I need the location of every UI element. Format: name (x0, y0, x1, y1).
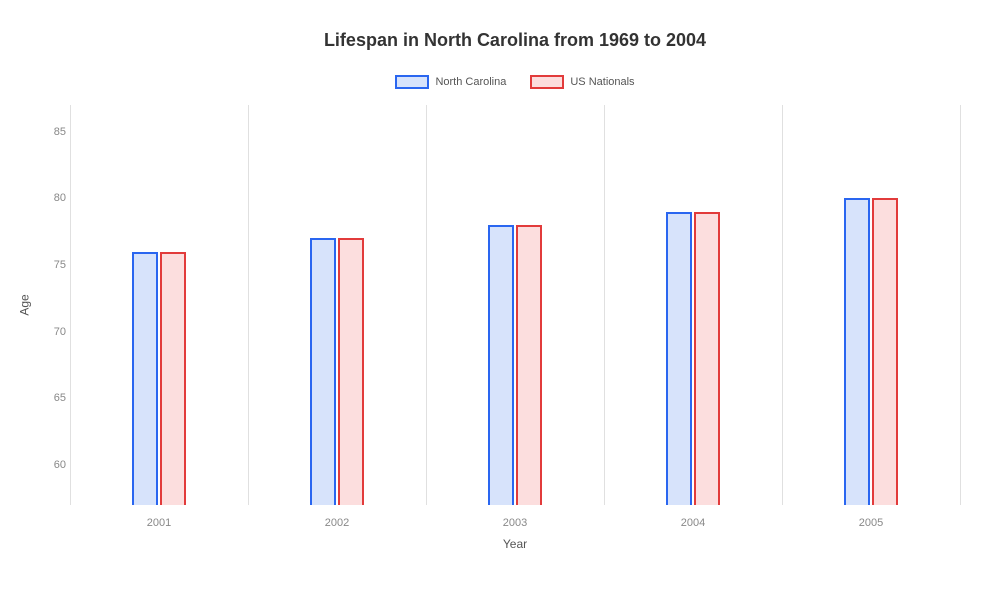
legend-item-us: US Nationals (530, 75, 634, 89)
legend-label-nc: North Carolina (435, 76, 506, 88)
grid-line (960, 105, 961, 505)
bar (666, 212, 692, 505)
plot-area: Age Year 606570758085 200120022003200420… (70, 105, 960, 505)
y-axis: 60 65 70 75 80 85 (26, 105, 66, 505)
bar (872, 198, 898, 505)
legend-label-us: US Nationals (570, 76, 634, 88)
y-tick: 70 (26, 326, 66, 338)
legend-swatch-nc (395, 75, 429, 89)
x-tick: 2005 (859, 517, 883, 529)
legend-swatch-us (530, 75, 564, 89)
y-tick: 65 (26, 392, 66, 404)
bar (516, 225, 542, 505)
x-tick: 2003 (503, 517, 527, 529)
legend-item-nc: North Carolina (395, 75, 506, 89)
y-tick: 75 (26, 259, 66, 271)
bar (132, 252, 158, 505)
x-tick: 2002 (325, 517, 349, 529)
chart-container: Lifespan in North Carolina from 1969 to … (0, 0, 1000, 600)
bar (310, 238, 336, 505)
y-tick: 60 (26, 459, 66, 471)
y-tick: 80 (26, 192, 66, 204)
bar (694, 212, 720, 505)
bars-layer (70, 105, 960, 505)
bar (844, 198, 870, 505)
chart-title: Lifespan in North Carolina from 1969 to … (70, 30, 960, 51)
legend: North Carolina US Nationals (70, 75, 960, 89)
bar (338, 238, 364, 505)
x-tick: 2004 (681, 517, 705, 529)
y-tick: 85 (26, 126, 66, 138)
bar (160, 252, 186, 505)
x-axis-label: Year (503, 537, 527, 551)
x-tick: 2001 (147, 517, 171, 529)
bar (488, 225, 514, 505)
